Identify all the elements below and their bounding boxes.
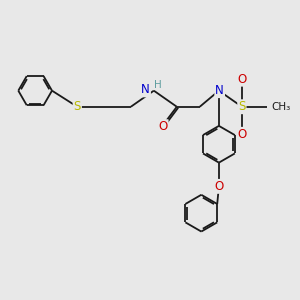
Text: O: O [237,73,247,86]
Text: N: N [141,83,150,96]
Text: H: H [154,80,161,89]
Text: S: S [74,100,81,113]
Text: S: S [238,100,246,113]
Text: O: O [237,128,247,141]
Text: O: O [214,180,224,193]
Text: CH₃: CH₃ [271,102,290,112]
Text: O: O [158,120,168,133]
Text: N: N [215,84,224,97]
